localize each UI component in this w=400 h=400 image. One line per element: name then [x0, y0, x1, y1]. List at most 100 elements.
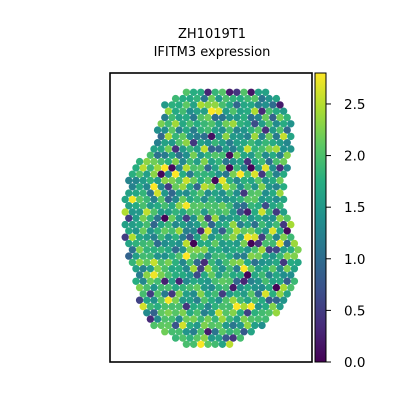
spot-point	[225, 277, 234, 285]
spot-point	[175, 202, 183, 210]
spot-point	[150, 195, 158, 204]
spot-point	[207, 170, 216, 178]
spot-point	[197, 88, 205, 97]
spot-point	[153, 227, 162, 235]
spot-point	[279, 195, 288, 204]
spot-point	[132, 214, 140, 222]
spot-point	[254, 176, 263, 185]
spot-point	[243, 271, 252, 279]
spot-point	[261, 126, 270, 134]
spot-point	[233, 139, 241, 147]
spot-point	[215, 157, 223, 166]
spot-point	[182, 227, 191, 235]
spot-point	[182, 113, 191, 122]
spot-point	[251, 120, 259, 128]
spot-point	[222, 120, 230, 128]
spot-point	[150, 220, 158, 229]
spot-point	[175, 227, 183, 235]
spot-point	[186, 170, 194, 178]
spot-point	[200, 120, 209, 128]
spot-point	[157, 157, 165, 166]
spot-point	[247, 239, 255, 248]
spot-point	[283, 126, 291, 134]
spot-point	[261, 214, 270, 222]
spot-point	[164, 296, 173, 304]
spot-point	[204, 139, 212, 147]
spot-point	[135, 246, 144, 254]
spot-point	[269, 265, 277, 273]
spot-point	[189, 340, 198, 348]
spot-point	[225, 189, 234, 197]
spot-point	[211, 328, 219, 336]
spot-point	[175, 164, 183, 172]
spot-point	[161, 202, 169, 210]
spot-point	[225, 139, 234, 147]
spot-point	[139, 277, 147, 285]
spot-point	[171, 107, 180, 115]
spot-point	[182, 328, 191, 336]
spot-point	[283, 139, 291, 147]
spot-point	[215, 220, 223, 229]
spot-point	[153, 290, 162, 298]
spot-point	[258, 321, 266, 330]
spot-point	[265, 233, 273, 241]
spot-point	[233, 302, 241, 311]
spot-point	[261, 239, 270, 248]
spot-point	[204, 290, 212, 298]
spot-point	[243, 220, 252, 229]
spot-point	[204, 277, 212, 285]
spot-point	[233, 214, 241, 222]
spot-point	[175, 328, 183, 336]
spot-point	[265, 296, 273, 304]
spot-point	[269, 214, 277, 222]
spot-point	[168, 202, 176, 210]
spot-point	[233, 164, 241, 172]
spot-point	[168, 164, 176, 172]
spot-point	[157, 233, 165, 241]
spot-point	[193, 120, 201, 128]
spot-point	[225, 227, 234, 235]
spot-point	[153, 164, 162, 172]
spot-point	[168, 214, 176, 222]
spot-point	[269, 302, 277, 311]
spot-point	[171, 208, 180, 216]
spot-point	[247, 290, 255, 298]
spot-point	[139, 164, 147, 172]
spot-point	[200, 296, 209, 304]
spot-point	[215, 246, 223, 254]
spot-point	[247, 151, 255, 159]
spot-point	[175, 265, 183, 273]
spot-point	[200, 107, 209, 115]
spot-point	[168, 252, 176, 260]
spot-point	[207, 321, 216, 330]
spot-point	[157, 246, 165, 254]
spot-point	[243, 296, 252, 304]
spot-point	[240, 328, 248, 336]
spot-point	[139, 290, 147, 298]
spot-point	[157, 208, 165, 216]
spot-point	[229, 120, 237, 128]
spot-point	[233, 328, 241, 336]
chart-title: ZH1019T1	[178, 27, 246, 42]
spot-point	[272, 170, 281, 178]
spot-point	[233, 202, 241, 210]
spot-point	[236, 94, 245, 103]
spot-point	[157, 283, 165, 292]
spot-point	[204, 214, 212, 222]
spot-point	[276, 227, 284, 235]
chart-subtitle: IFITM3 expression	[154, 45, 271, 60]
spot-point	[121, 220, 129, 229]
spot-point	[125, 176, 133, 185]
spot-point	[215, 258, 223, 267]
spot-point	[153, 252, 162, 260]
spot-point	[236, 296, 245, 304]
spot-point	[233, 315, 241, 323]
spot-point	[193, 309, 201, 317]
spot-point	[218, 176, 227, 185]
spot-point	[200, 132, 209, 141]
spot-point	[161, 328, 169, 336]
spot-point	[269, 176, 277, 185]
spot-point	[254, 265, 263, 273]
spot-point	[225, 101, 234, 109]
spot-point	[146, 290, 155, 298]
